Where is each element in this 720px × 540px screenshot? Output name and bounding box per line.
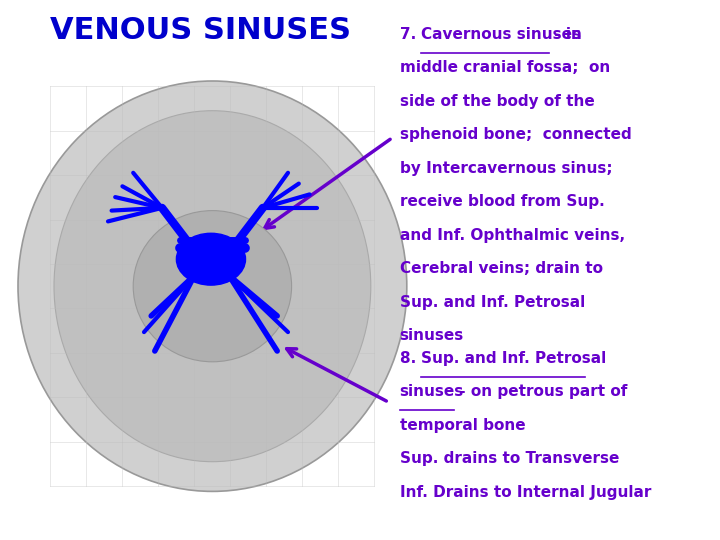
Ellipse shape bbox=[54, 111, 371, 462]
Text: Cerebral veins; drain to: Cerebral veins; drain to bbox=[400, 261, 603, 276]
Text: Sup. drains to Transverse: Sup. drains to Transverse bbox=[400, 451, 619, 467]
Text: and Inf. Ophthalmic veins,: and Inf. Ophthalmic veins, bbox=[400, 228, 625, 243]
Text: by Intercavernous sinus;: by Intercavernous sinus; bbox=[400, 161, 612, 176]
Text: middle cranial fossa;  on: middle cranial fossa; on bbox=[400, 60, 610, 76]
Ellipse shape bbox=[133, 211, 292, 362]
Text: - on petrous part of: - on petrous part of bbox=[454, 384, 627, 400]
Text: temporal bone: temporal bone bbox=[400, 418, 525, 433]
Circle shape bbox=[176, 233, 246, 285]
Text: 7.: 7. bbox=[400, 27, 421, 42]
Text: Sup. and Inf. Petrosal: Sup. and Inf. Petrosal bbox=[421, 351, 606, 366]
Text: Inf. Drains to Internal Jugular: Inf. Drains to Internal Jugular bbox=[400, 485, 651, 500]
Text: sinuses: sinuses bbox=[400, 328, 464, 343]
Text: receive blood from Sup.: receive blood from Sup. bbox=[400, 194, 604, 210]
Ellipse shape bbox=[18, 81, 407, 491]
Text: sinuses: sinuses bbox=[400, 384, 464, 400]
Text: 8.: 8. bbox=[400, 351, 421, 366]
Text: sphenoid bone;  connected: sphenoid bone; connected bbox=[400, 127, 631, 143]
Text: side of the body of the: side of the body of the bbox=[400, 94, 594, 109]
Text: Sup. and Inf. Petrosal: Sup. and Inf. Petrosal bbox=[400, 295, 585, 310]
Text: Cavernous sinuses: Cavernous sinuses bbox=[421, 27, 581, 42]
Text: - in: - in bbox=[549, 27, 582, 42]
Text: VENOUS SINUSES: VENOUS SINUSES bbox=[50, 16, 351, 45]
